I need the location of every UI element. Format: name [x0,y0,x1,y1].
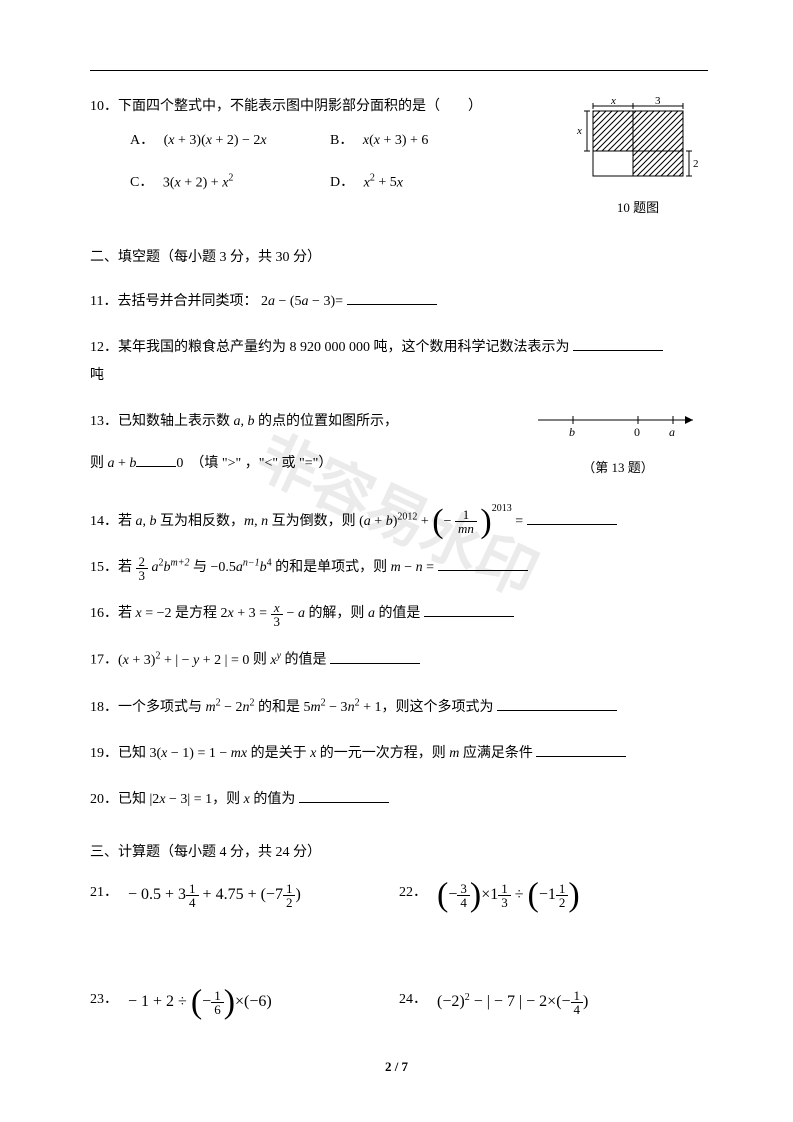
q10-option-d: D． x2 + 5x [330,171,530,195]
q12-text: 12．某年我国的粮食总产量约为 8 920 000 000 吨，这个数用科学记数… [90,340,570,355]
q10-options: A． (x + 3)(x + 2) − 2x B． x(x + 3) + 6 C… [130,130,568,194]
q14-prefix: 14．若 a, b 互为相反数，m, n 互为倒数，则 [90,514,356,529]
numline-b: b [569,425,575,438]
q23-expr: − 1 + 2 ÷ (−16)×(−6) [128,989,272,1016]
q22-expr: (−34)×113 ÷ (−112) [437,882,580,909]
question-17: 17．(x + 3)2 + | − y + 2 | = 0 则 xy 的值是 [90,646,708,675]
question-18: 18．一个多项式与 m2 − 2n2 的和是 5m2 − 3n2 + 1，则这个… [90,693,708,722]
numline-0: 0 [634,425,640,438]
question-20: 20．已知 |2x − 3| = 1，则 x 的值为 [90,786,708,814]
q10-figure: x 3 x 2 10 题图 [568,96,708,219]
question-22: 22． (−34)×113 ÷ (−112) [399,882,708,909]
q21-num: 21． [90,882,118,909]
q10-fig-2: 2 [693,158,699,170]
q19-text: 19．已知 3(x − 1) = 1 − mx 的是关于 x 的一元一次方程，则… [90,746,533,761]
section-3-title: 三、计算题（每小题 4 分，共 24 分） [90,842,708,864]
top-divider [90,70,708,71]
q10-fig-caption: 10 题图 [568,198,708,219]
q20-blank [299,787,389,803]
q10-d-label: D． [330,175,354,190]
q13-caption: （第 13 题） [528,455,708,481]
q11-text: 11．去括号并合并同类项： [90,294,257,309]
q15-text: 15．若 23 a2bm+2 与 −0.5an−1b4 的和是单项式，则 m −… [90,560,438,575]
q11-blank [347,289,437,305]
q13-text-b: 则 a + b0 （填 ">" ，"<" 或 "="） [90,450,528,478]
q22-num: 22． [399,882,427,909]
q10-option-c: C． 3(x + 2) + x2 [130,171,330,195]
question-19: 19．已知 3(x − 1) = 1 − mx 的是关于 x 的一元一次方程，则… [90,740,708,768]
q10-fig-3: 3 [655,96,661,107]
q10-c-label: C． [130,175,153,190]
q12-blank [573,335,663,351]
section-2-title: 二、填空题（每小题 3 分，共 30 分） [90,247,708,269]
q10-option-a: A． (x + 3)(x + 2) − 2x [130,130,330,152]
numberline-svg: b 0 a [533,408,703,438]
q20-text: 20．已知 |2x − 3| = 1，则 x 的值为 [90,792,295,807]
q24-num: 24． [399,989,427,1016]
q21-expr: − 0.5 + 314 + 4.75 + (−712) [128,882,301,909]
q10-stem: 10．下面四个整式中，不能表示图中阴影部分面积的是（ ） [90,96,568,118]
numline-a: a [669,425,675,438]
q18-blank [497,695,617,711]
q11-expr: 2a − (5a − 3)= [261,294,343,309]
question-10: 10．下面四个整式中，不能表示图中阴影部分面积的是（ ） A． (x + 3)(… [90,96,708,219]
calc-row-2: 23． − 1 + 2 ÷ (−16)×(−6) 24． (−2)2 − | −… [90,989,708,1016]
q10-row-1: A． (x + 3)(x + 2) − 2x B． x(x + 3) + 6 [130,130,568,152]
q10-a-label: A． [130,133,154,148]
question-12: 12．某年我国的粮食总产量约为 8 920 000 000 吨，这个数用科学记数… [90,334,708,390]
q12-line2: 吨 [90,362,708,390]
question-23: 23． − 1 + 2 ÷ (−16)×(−6) [90,989,399,1016]
q16-blank [424,601,514,617]
calc-row-1: 21． − 0.5 + 314 + 4.75 + (−712) 22． (−34… [90,882,708,909]
question-24: 24． (−2)2 − | − 7 | − 2×(−14) [399,989,708,1016]
q17-blank [330,648,420,664]
q13-text-a: 13．已知数轴上表示数 a, b 的点的位置如图所示， [90,408,528,436]
q18-text: 18．一个多项式与 m2 − 2n2 的和是 5m2 − 3n2 + 1，则这个… [90,700,493,715]
q17-text: 17．(x + 3)2 + | − y + 2 | = 0 则 xy 的值是 [90,653,327,668]
q10-content: 10．下面四个整式中，不能表示图中阴影部分面积的是（ ） A． (x + 3)(… [90,96,568,219]
q19-blank [536,741,626,757]
question-14: 14．若 a, b 互为相反数，m, n 互为倒数，则 (a + b)2012 … [90,499,708,536]
q10-c-expr: 3(x + 2) + x2 [163,175,234,190]
q13-numline: b 0 a （第 13 题） [528,408,708,481]
q14-blank [527,509,617,525]
q10-a-expr: (x + 3)(x + 2) − 2x [164,133,267,148]
q10-diagram-svg: x 3 x 2 [573,96,703,186]
q10-option-b: B． x(x + 3) + 6 [330,130,530,152]
q10-b-expr: x(x + 3) + 6 [363,133,429,148]
question-16: 16．若 x = −2 是方程 2x + 3 = x3 − a 的解，则 a 的… [90,600,708,628]
question-15: 15．若 23 a2bm+2 与 −0.5an−1b4 的和是单项式，则 m −… [90,554,708,583]
q10-row-2: C． 3(x + 2) + x2 D． x2 + 5x [130,171,568,195]
question-11: 11．去括号并合并同类项： 2a − (5a − 3)= [90,288,708,316]
q13-blank [136,451,176,467]
q10-fig-x: x [610,96,616,107]
q14-expr: (a + b)2012 + (− 1mn )2013 = [359,514,527,529]
q10-fig-x2: x [576,125,582,137]
q15-blank [438,555,528,571]
q16-text: 16．若 x = −2 是方程 2x + 3 = x3 − a 的解，则 a 的… [90,606,424,621]
q10-b-label: B． [330,133,353,148]
page-footer: 2 / 7 [0,1057,793,1078]
q10-d-expr: x2 + 5x [364,175,403,190]
q24-expr: (−2)2 − | − 7 | − 2×(−14) [437,989,588,1016]
question-13: 13．已知数轴上表示数 a, b 的点的位置如图所示， 则 a + b0 （填 … [90,408,708,481]
q23-num: 23． [90,989,118,1016]
question-21: 21． − 0.5 + 314 + 4.75 + (−712) [90,882,399,909]
